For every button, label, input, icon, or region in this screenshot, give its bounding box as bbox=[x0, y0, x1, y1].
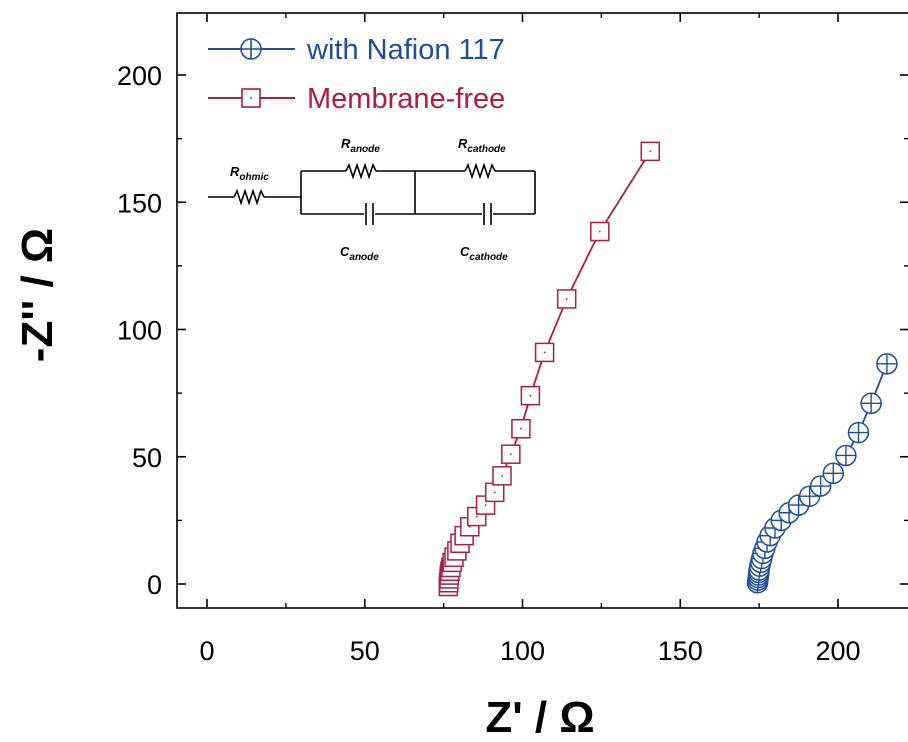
r-anode-sub: anode bbox=[350, 144, 380, 155]
svg-text:Rohmic: Rohmic bbox=[230, 164, 269, 183]
r-anode-label: R bbox=[341, 136, 351, 151]
circuit-labels: Rohmic Ranode Rcathode Canode Ccathode bbox=[230, 136, 508, 263]
r-cathode-label: R bbox=[458, 136, 468, 151]
svg-text:Canode: Canode bbox=[340, 244, 379, 263]
c-cathode-sub: cathode bbox=[469, 252, 508, 263]
data-point bbox=[501, 444, 521, 464]
c-anode-label: C bbox=[340, 244, 350, 259]
x-axis-title: Z' / Ω bbox=[485, 693, 594, 742]
x-tick-label: 150 bbox=[658, 636, 703, 666]
legend-item-nafion: with Nafion 117 bbox=[208, 34, 505, 66]
legend-item-membrane-free: Membrane-free bbox=[208, 83, 505, 115]
data-point bbox=[835, 444, 857, 467]
data-point bbox=[860, 392, 882, 415]
series-layer bbox=[438, 141, 898, 597]
y-tick-label: 50 bbox=[132, 443, 162, 473]
plot-frame bbox=[176, 12, 908, 609]
data-point bbox=[640, 141, 661, 162]
svg-text:Ccathode: Ccathode bbox=[460, 244, 508, 263]
data-point bbox=[590, 221, 610, 242]
data-point bbox=[534, 342, 555, 363]
data-point bbox=[809, 475, 832, 497]
x-tick-label: 50 bbox=[350, 636, 380, 666]
y-tick-label: 200 bbox=[117, 61, 162, 91]
svg-text:Rcathode: Rcathode bbox=[458, 136, 506, 155]
data-point bbox=[520, 385, 541, 406]
data-point bbox=[876, 353, 898, 375]
resistor-ohmic bbox=[233, 188, 265, 206]
x-tick-label: 100 bbox=[500, 636, 545, 666]
data-point bbox=[556, 289, 577, 309]
r-ohmic-label: R bbox=[230, 164, 240, 179]
r-ohmic-sub: ohmic bbox=[239, 172, 269, 183]
y-tick-label: 150 bbox=[117, 188, 162, 218]
data-point bbox=[847, 421, 870, 444]
equivalent-circuit-inset bbox=[208, 162, 536, 225]
legend-label-nafion: with Nafion 117 bbox=[306, 34, 505, 66]
x-tick-label: 200 bbox=[815, 636, 860, 666]
data-point bbox=[492, 466, 512, 486]
svg-text:Ranode: Ranode bbox=[341, 136, 380, 155]
legend: with Nafion 117 Membrane-free bbox=[208, 34, 505, 115]
data-point bbox=[511, 419, 531, 439]
axis-ticks: 0 50 100 150 200 0 50 100 150 200 bbox=[117, 13, 908, 666]
resistor-cathode bbox=[464, 162, 496, 180]
resistor-anode bbox=[345, 162, 377, 180]
y-axis-title: -Z'' / Ω bbox=[13, 228, 62, 362]
legend-label-membrane-free: Membrane-free bbox=[307, 83, 505, 115]
data-point bbox=[484, 482, 505, 503]
data-point bbox=[822, 462, 845, 485]
r-cathode-sub: cathode bbox=[467, 144, 506, 155]
c-anode-sub: anode bbox=[349, 252, 379, 263]
x-tick-label: 0 bbox=[199, 636, 214, 666]
y-tick-label: 100 bbox=[117, 316, 162, 346]
y-tick-label: 0 bbox=[147, 570, 162, 600]
c-cathode-label: C bbox=[460, 244, 470, 259]
